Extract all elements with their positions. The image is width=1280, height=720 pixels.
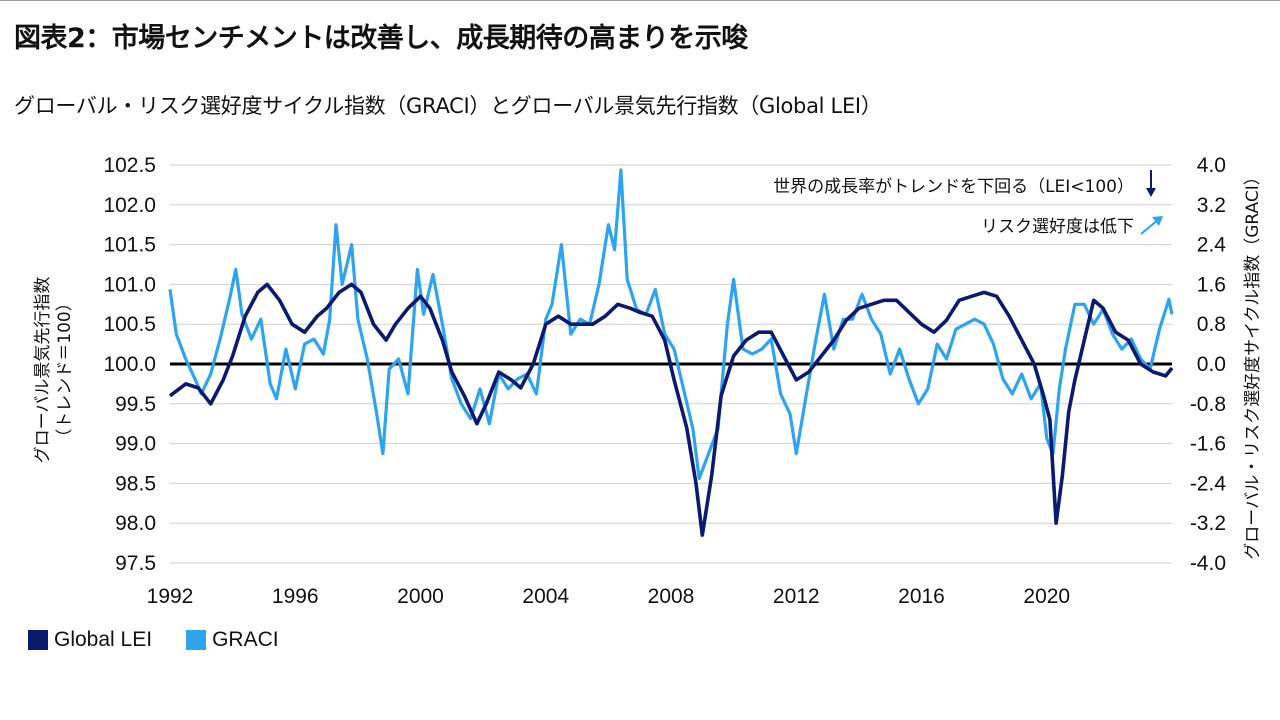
- right-tick-label: -3.2: [1190, 512, 1226, 535]
- top-rule: [0, 0, 1280, 1]
- annotation-risk-appetite-down: リスク選好度は低下: [981, 217, 1134, 237]
- left-tick-label: 98.0: [115, 512, 156, 535]
- left-axis-label-line: グローバル景気先行指数: [33, 277, 53, 464]
- x-tick-label: 2020: [1023, 585, 1070, 608]
- x-tick-label: 2016: [898, 585, 945, 608]
- right-tick-label: -1.6: [1190, 433, 1226, 456]
- series-lines: [168, 168, 1174, 537]
- down-arrowhead-icon: [1146, 188, 1156, 197]
- legend-item-lei: Global LEI: [28, 628, 152, 652]
- right-tick-label: -4.0: [1190, 552, 1226, 575]
- left-tick-label: 100.5: [103, 313, 156, 336]
- right-tick-label: 3.2: [1197, 194, 1226, 217]
- left-tick-label: 102.5: [103, 154, 156, 177]
- left-tick-label: 101.5: [103, 234, 156, 257]
- right-tick-label: 4.0: [1197, 154, 1226, 177]
- figure-subtitle: グローバル・リスク選好度サイクル指数（GRACI）とグローバル景気先行指数（Gl…: [14, 94, 882, 118]
- axis-labels: グローバル景気先行指数 （トレンド＝100） グローバル・リスク選好度サイクル指数（…: [33, 168, 1263, 560]
- left-tick-label: 99.0: [115, 433, 156, 456]
- right-tick-label: 1.6: [1197, 273, 1226, 296]
- left-axis-ticks: 102.5 102.0 101.5 101.0 100.5 100.0 99.5 99.0 98…: [103, 154, 156, 575]
- right-tick-label: -0.8: [1190, 393, 1226, 416]
- right-axis-label-text: グローバル・リスク選好度サイクル指数（GRACI）: [1243, 168, 1263, 560]
- annotations: 世界の成長率がトレンドを下回る（LEI<100） リスク選好度は低下: [773, 170, 1163, 237]
- legend-label-graci: GRACI: [212, 628, 279, 651]
- right-axis-label: グローバル・リスク選好度サイクル指数（GRACI）: [1243, 168, 1263, 560]
- legend-label-lei: Global LEI: [54, 628, 153, 651]
- left-tick-label: 101.0: [103, 273, 156, 296]
- left-tick-label: 100.0: [103, 353, 156, 376]
- right-tick-label: -2.4: [1190, 472, 1227, 495]
- x-tick-label: 1996: [272, 585, 319, 608]
- left-tick-label: 102.0: [103, 194, 156, 217]
- legend: Global LEI GRACI: [28, 628, 313, 652]
- left-tick-label: 98.5: [115, 472, 156, 495]
- right-tick-label: 0.8: [1197, 313, 1226, 336]
- left-tick-label: 97.5: [115, 552, 156, 575]
- x-tick-label: 2012: [773, 585, 820, 608]
- x-tick-label: 2000: [397, 585, 444, 608]
- annotation-lei-below-trend: 世界の成長率がトレンドを下回る（LEI<100）: [773, 177, 1134, 197]
- figure-title: 図表2：市場センチメントは改善し、成長期待の高まりを示唆: [14, 23, 748, 54]
- right-tick-label: 2.4: [1197, 234, 1227, 257]
- right-tick-label: 0.0: [1197, 353, 1226, 376]
- x-tick-label: 2004: [522, 585, 569, 608]
- left-axis-label: グローバル景気先行指数 （トレンド＝100）: [33, 277, 75, 464]
- legend-swatch-graci: [186, 630, 207, 650]
- left-tick-label: 99.5: [115, 393, 156, 416]
- x-tick-label: 2008: [648, 585, 695, 608]
- left-axis-label-line: （トレンド＝100）: [55, 294, 75, 445]
- legend-swatch-lei: [28, 630, 48, 650]
- x-axis-ticks: 1992 1996 2000 2004 2008 2012 2016 2020: [147, 585, 1070, 608]
- up-right-arrow-icon: [1140, 219, 1159, 235]
- up-right-arrowhead-icon: [1152, 216, 1163, 226]
- x-tick-label: 1992: [147, 585, 194, 608]
- legend-item-graci: GRACI: [186, 628, 279, 652]
- right-axis-ticks: 4.0 3.2 2.4 1.6 0.8 0.0 -0.8 -1.6 -2.4 -3.2 -4.0: [1190, 154, 1227, 575]
- series-line-global-lei: [168, 282, 1174, 537]
